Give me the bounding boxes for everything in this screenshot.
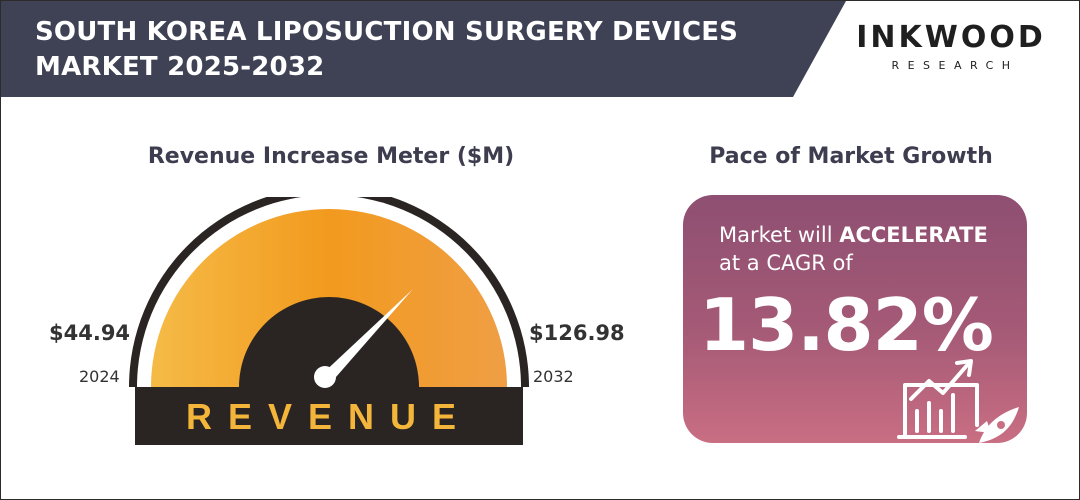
card-text-prefix: Market will: [719, 223, 840, 247]
gauge-needle-pivot: [314, 366, 336, 388]
title-line-1: SOUTH KOREA LIPOSUCTION SURGERY DEVICES: [35, 17, 739, 47]
gauge-label: REVENUE: [186, 396, 472, 437]
card-text-emphasis: ACCELERATE: [839, 223, 988, 247]
logo-wordmark: INKWOOD: [856, 20, 1046, 55]
growth-chart-rocket-icon: [897, 359, 1019, 443]
start-value: $44.94: [49, 321, 131, 345]
start-year: 2024: [79, 367, 120, 386]
logo-subtitle: RESEARCH: [891, 59, 1019, 72]
header-background: [1, 1, 1079, 97]
gauge-hub: [239, 297, 419, 387]
header-banner: SOUTH KOREA LIPOSUCTION SURGERY DEVICES …: [1, 1, 1079, 97]
page-title: SOUTH KOREA LIPOSUCTION SURGERY DEVICES …: [35, 15, 795, 85]
cagr-value: 13.82%: [699, 283, 994, 367]
title-line-2: MARKET 2025-2032: [35, 52, 325, 82]
revenue-gauge: REVENUE: [129, 197, 529, 445]
meter-section-title: Revenue Increase Meter ($M): [147, 144, 515, 169]
end-year: 2032: [533, 367, 574, 386]
cagr-card: Market will ACCELERATE at a CAGR of 13.8…: [683, 195, 1027, 443]
pace-section-title: Pace of Market Growth: [709, 144, 993, 169]
end-value: $126.98: [529, 321, 625, 345]
gauge-needle: [319, 289, 413, 385]
card-text-line-1: Market will ACCELERATE: [719, 221, 988, 249]
brand-logo: INKWOOD RESEARCH: [851, 20, 1051, 73]
gauge-base: [135, 387, 523, 445]
card-text-line-2: at a CAGR of: [719, 251, 853, 275]
